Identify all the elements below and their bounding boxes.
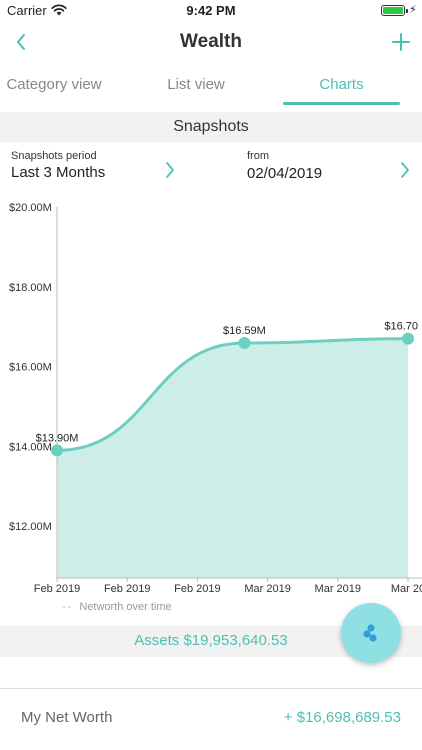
x-tick-label: Feb 2019 [104,583,150,595]
x-tick-label: Mar 2019 [244,583,290,595]
tab-category-view[interactable]: Category view [6,76,102,93]
page-title: Wealth [180,31,242,52]
legend-label: Networth over time [79,601,172,613]
back-chevron-icon[interactable] [12,30,32,54]
x-tick-label: Mar 2019 [315,583,361,595]
snapshots-period-selector[interactable]: Snapshots period Last 3 Months [11,150,105,181]
y-tick-label: $18.00M [9,282,52,294]
networth-area-chart: $20.00M $18.00M $16.00M $14.00M $12.00M Feb 2… [9,202,422,595]
data-point [238,337,251,350]
y-tick-label: $14.00M [9,441,52,453]
net-worth-value: + $16,698,689.53 [283,709,401,726]
assets-total: Assets $19,953,640.53 [134,632,288,649]
y-tick-label: $12.00M [9,521,52,533]
tab-charts[interactable]: Charts [319,76,364,93]
charging-icon: ⚡ [409,4,417,16]
y-tick-label: $20.00M [9,202,52,214]
wifi-icon [51,4,67,16]
period-chevron-right-icon[interactable] [164,161,176,179]
status-bar: Carrier 9:42 PM ⚡ [0,0,422,22]
view-tabs: Category view List view Charts [0,64,422,108]
x-tick-label: Mar 20 [391,583,422,595]
data-label: $16.59M [223,325,266,337]
y-tick-label: $16.00M [9,362,52,374]
x-tick-label: Feb 2019 [34,583,80,595]
data-point [402,332,414,345]
snapshots-period-value: Last 3 Months [11,164,106,181]
chart-legend: -- Networth over time [62,601,172,613]
series-line [56,337,409,452]
divider [0,688,422,689]
net-worth-label: My Net Worth [21,709,113,726]
from-label: from [247,150,269,162]
carrier-label: Carrier [7,3,47,18]
area-fill [57,338,408,578]
add-plus-icon[interactable] [390,31,412,53]
from-date-selector[interactable]: from 02/04/2019 [247,150,322,182]
dots-icon [363,624,377,642]
legend-dash-icon: -- [62,601,74,613]
from-date-value: 02/04/2019 [247,165,323,182]
data-point [51,444,63,457]
net-worth-row: My Net Worth + $16,698,689.53 [0,689,422,750]
battery-icon [381,5,408,16]
active-tab-indicator [283,102,400,105]
snapshots-header: Snapshots [0,112,422,142]
nav-bar: Wealth [0,22,422,64]
data-label: $13.90M [36,432,79,444]
tab-list-view[interactable]: List view [167,76,225,93]
data-label: $16.70 [384,321,418,333]
snapshots-period-label: Snapshots period [11,150,97,162]
floating-action-button[interactable] [341,603,401,663]
x-tick-label: Feb 2019 [174,583,220,595]
clock: 9:42 PM [186,3,236,18]
from-chevron-right-icon[interactable] [399,161,411,179]
